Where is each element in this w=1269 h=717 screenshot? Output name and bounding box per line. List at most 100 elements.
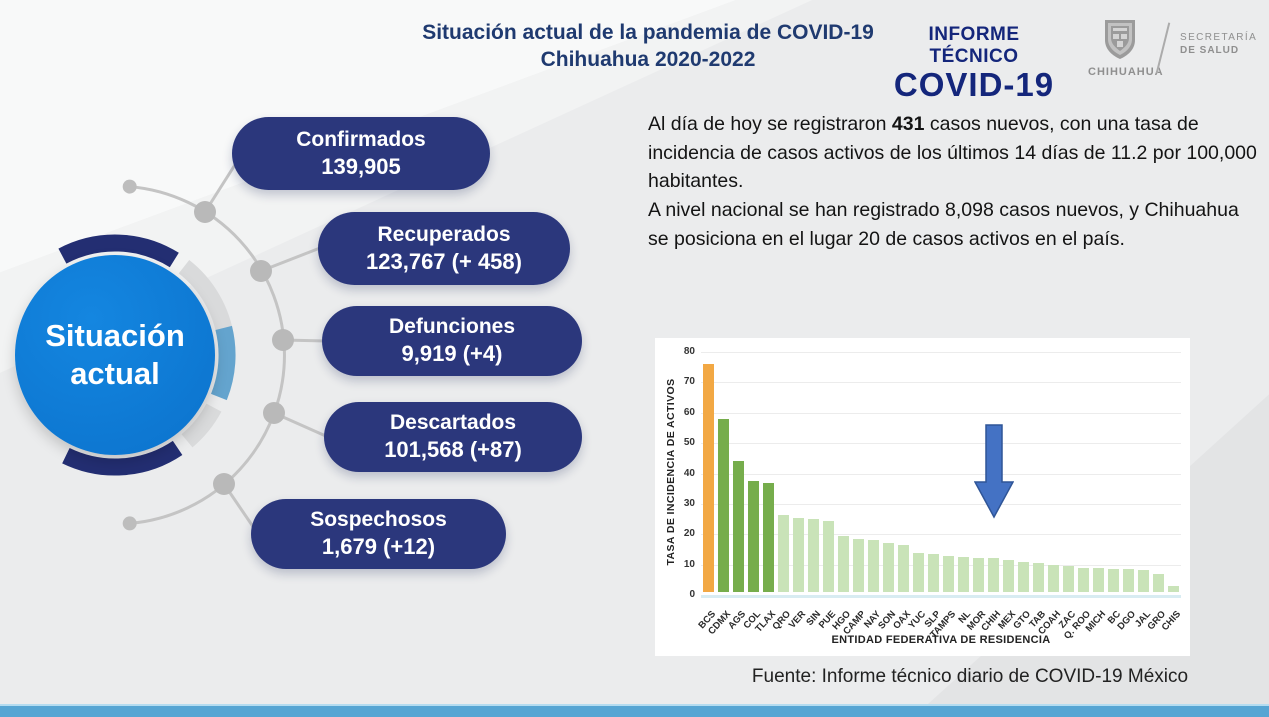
chihuahua-state-logo: CHIHUAHUA: [1088, 18, 1164, 78]
brand-line1: INFORME TÉCNICO: [928, 24, 1020, 67]
bar-JAL: [1138, 570, 1149, 592]
y-tick-label: 40: [683, 467, 695, 479]
stat-label: Sospechosos: [310, 508, 447, 532]
incidence-bar-chart: TASA DE INCIDENCIA DE ACTIVOS 0 10 20 30 40 5…: [655, 338, 1190, 656]
hub-line2: actual: [70, 356, 160, 391]
bar-CDMX: [718, 418, 729, 592]
slide-title-line2: Chihuahua 2020-2022: [540, 47, 756, 71]
summary-paragraph-2: A nivel nacional se han registrado 8,098…: [648, 198, 1239, 250]
hub-line1: Situación: [45, 318, 185, 354]
gridline: [701, 503, 1181, 505]
blue-down-arrow-icon: [973, 424, 1014, 519]
stat-label: Recuperados: [377, 222, 511, 246]
bar-SLP: [928, 554, 939, 592]
gridline: [701, 412, 1181, 414]
bar-NL: [958, 557, 969, 592]
y-tick-label: 10: [683, 558, 695, 570]
summary-text: Al día de hoy se registraron 431 casos n…: [648, 110, 1262, 253]
bar-NAY: [868, 540, 879, 592]
bar-TLAX: [763, 482, 774, 592]
slide-title: Situación actual de la pandemia de COVID…: [398, 20, 898, 74]
bar-COAH: [1048, 564, 1059, 592]
bar-Q. ROO: [1078, 567, 1089, 592]
x-axis-baseline: [701, 595, 1181, 598]
y-tick-label: 70: [683, 376, 695, 388]
gridline: [701, 382, 1181, 384]
bar-HGO: [838, 535, 849, 592]
y-tick-label: 60: [683, 406, 695, 418]
node-confirmados: [194, 201, 216, 223]
stat-pill-descartados: Descartados 101,568 (+87): [324, 402, 582, 472]
ring-segment-lightblue: [210, 325, 236, 401]
hub-situacion-actual: Situación actual: [15, 255, 215, 455]
bar-BC: [1108, 568, 1119, 592]
ring-segment-navy-bottom: [62, 440, 183, 476]
stat-value: 123,767 (+ 458): [366, 248, 522, 274]
node-defunciones: [272, 329, 294, 351]
summary-p1-after: casos nuevos, con una tasa de incidencia…: [648, 113, 1257, 193]
secretary-line1: SECRETARÍA: [1180, 32, 1258, 43]
bar-GTO: [1018, 561, 1029, 592]
secretary-line2: DE SALUD: [1180, 45, 1240, 56]
y-tick-label: 30: [683, 497, 695, 509]
bar-GRO: [1153, 573, 1164, 592]
x-axis-title: ENTIDAD FEDERATIVA DE RESIDENCIA: [831, 634, 1051, 646]
stat-pill-defunciones: Defunciones 9,919 (+4): [322, 306, 582, 376]
y-tick-label: 80: [683, 346, 695, 357]
stat-value: 9,919 (+4): [401, 341, 503, 367]
bar-MOR: [973, 557, 984, 592]
informe-tecnico-logo: INFORME TÉCNICO COVID-19: [884, 24, 1064, 104]
stat-label: Confirmados: [296, 127, 426, 151]
ring-segment-gray-lower: [181, 403, 222, 448]
bar-QRO: [778, 514, 789, 592]
hub-connector-diagram: [58, 159, 329, 535]
shield-icon: [1105, 20, 1135, 59]
bottom-accent-strip: [0, 704, 1269, 717]
bar-YUC: [913, 552, 924, 592]
gridline: [701, 564, 1181, 566]
summary-p1-bold: 431: [891, 113, 925, 135]
y-tick-label: 20: [683, 528, 695, 540]
bar-BCS: [703, 364, 714, 592]
bar-PUE: [823, 520, 834, 592]
node-descartados: [263, 402, 285, 424]
bar-SIN: [808, 519, 819, 592]
gridline: [701, 473, 1181, 475]
gridline: [701, 443, 1181, 445]
gridline: [701, 534, 1181, 536]
secretaria-de-salud-logo: SECRETARÍA DE SALUD: [1180, 32, 1265, 56]
gridline: [701, 352, 1181, 353]
stat-value: 139,905: [321, 153, 401, 179]
bar-MICH: [1093, 568, 1104, 592]
chart-plot: 0 10 20 30 40 50 60 70 80 BCS CDMX AGS COL TLAX QRO VER…: [684, 346, 1183, 642]
bar-DGO: [1123, 569, 1134, 592]
stat-value: 1,679 (+12): [321, 534, 436, 560]
bar-AGS: [733, 461, 744, 592]
brand-line2: COVID-19: [893, 66, 1055, 103]
stat-label: Defunciones: [388, 315, 516, 339]
bar-CHIH: [988, 557, 999, 592]
bar-MEX: [1003, 560, 1014, 592]
stat-label: Descartados: [389, 411, 517, 435]
stat-pill-recuperados: Recuperados 123,767 (+ 458): [318, 212, 570, 285]
node-recuperados: [250, 260, 272, 282]
stat-pill-sospechosos: Sospechosos 1,679 (+12): [251, 499, 506, 569]
stat-value: 101,568 (+87): [384, 437, 522, 463]
bar-COL: [748, 481, 759, 592]
slide-title-line1: Situación actual de la pandemia de COVID…: [422, 21, 874, 44]
ring-segment-navy-top: [58, 234, 179, 268]
bar-TAB: [1033, 563, 1044, 592]
summary-p1-before: Al día de hoy se registraron: [648, 113, 892, 135]
y-tick-label: 50: [683, 437, 695, 449]
bar-CAMP: [853, 538, 864, 592]
y-tick-label: 0: [689, 589, 695, 600]
bar-OAX: [898, 544, 909, 592]
bar-TAMPS: [943, 555, 954, 592]
source-caption: Fuente: Informe técnico diario de COVID-…: [751, 666, 1189, 687]
bar-VER: [793, 517, 804, 592]
bar-CHIS: [1168, 585, 1179, 592]
bar-SON: [883, 543, 894, 592]
node-sospechosos: [213, 473, 235, 495]
logo-state-label: CHIHUAHUA: [1088, 66, 1164, 78]
summary-paragraph-1: Al día de hoy se registraron 431 casos n…: [648, 110, 1262, 196]
